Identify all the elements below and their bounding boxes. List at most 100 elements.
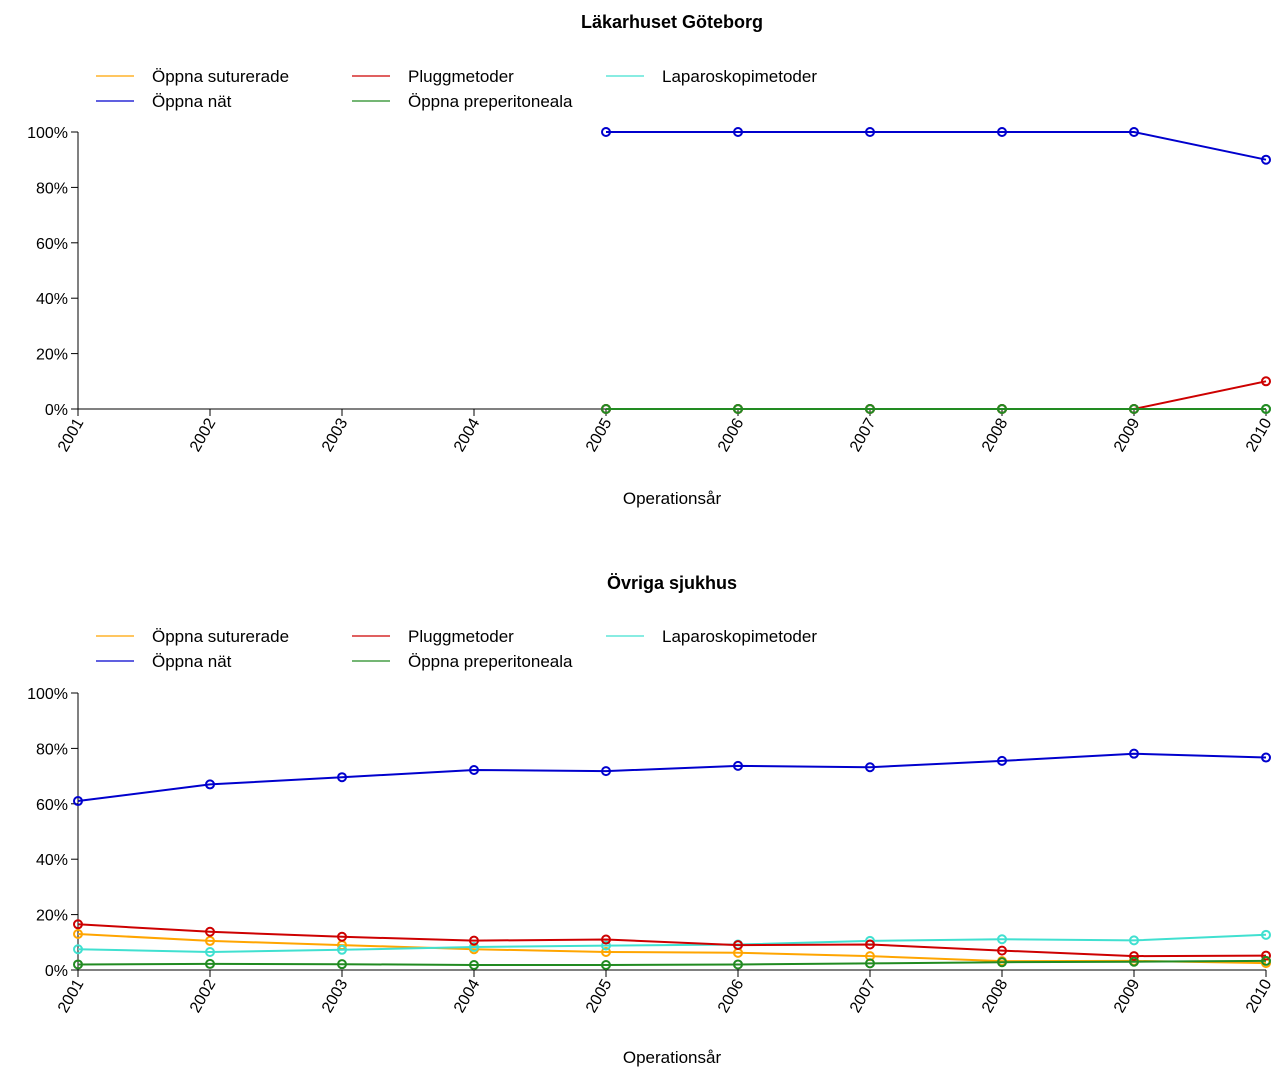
y-tick-label: 20%	[36, 908, 68, 925]
data-point	[865, 127, 875, 137]
data-point	[337, 959, 347, 970]
x-tick-label: 2009	[1111, 976, 1144, 1015]
chart-title: Läkarhuset Göteborg	[581, 12, 763, 32]
x-tick-label: 2006	[715, 976, 748, 1015]
data-point	[1261, 154, 1271, 165]
data-point	[601, 946, 611, 957]
data-point	[73, 919, 83, 930]
data-point	[469, 935, 479, 946]
data-point	[1129, 951, 1139, 962]
data-point	[1129, 956, 1139, 967]
x-tick-label: 2005	[583, 976, 616, 1015]
data-point	[1261, 404, 1271, 414]
x-tick-label: 2007	[847, 415, 880, 454]
data-point	[1129, 404, 1139, 414]
x-tick-label: 2006	[715, 415, 748, 454]
legend-label: Öppna preperitoneala	[408, 92, 573, 111]
legend-label: Laparoskopimetoder	[662, 67, 817, 86]
data-point	[733, 404, 743, 414]
x-tick-label: 2010	[1243, 415, 1275, 454]
legend-label: Pluggmetoder	[408, 67, 514, 86]
data-point	[1261, 929, 1271, 940]
data-point	[73, 928, 83, 939]
x-tick-label: 2008	[979, 976, 1012, 1015]
x-axis-label: Operationsår	[623, 489, 722, 508]
data-point	[205, 926, 215, 937]
data-point	[337, 931, 347, 942]
x-axis-label: Operationsår	[623, 1048, 722, 1067]
series-line	[77, 933, 1267, 965]
legend-label: Öppna preperitoneala	[408, 652, 573, 671]
y-tick-label: 40%	[36, 291, 68, 308]
data-point	[1129, 127, 1139, 137]
y-tick-label: 0%	[45, 402, 68, 419]
data-point	[733, 760, 743, 771]
data-point	[469, 942, 479, 953]
data-point	[73, 796, 83, 807]
x-tick-label: 2003	[319, 415, 352, 454]
data-point	[601, 404, 611, 414]
data-point	[601, 940, 611, 951]
data-point	[1261, 955, 1271, 966]
x-tick-label: 2002	[187, 976, 220, 1015]
y-tick-label: 40%	[36, 852, 68, 869]
x-tick-label: 2001	[55, 976, 88, 1015]
data-point	[205, 946, 215, 957]
chart-panel-2: Övriga sjukhus Öppna suturerade Öppna nät P…	[27, 573, 1275, 1067]
y-tick-label: 0%	[45, 963, 68, 980]
x-tick-label: 2009	[1111, 415, 1144, 454]
data-point	[601, 127, 611, 137]
data-point	[1261, 950, 1271, 961]
series-line	[606, 131, 1267, 161]
y-tick-label: 20%	[36, 347, 68, 364]
data-point	[865, 939, 875, 950]
series-line	[77, 923, 1267, 958]
legend-label: Öppna nät	[152, 92, 232, 111]
data-point	[733, 127, 743, 137]
data-point	[601, 934, 611, 945]
legend-label: Laparoskopimetoder	[662, 627, 817, 646]
series-line	[606, 380, 1267, 410]
y-tick-label: 100%	[27, 125, 68, 142]
y-tick-label: 100%	[27, 686, 68, 703]
x-tick-label: 2004	[451, 415, 484, 454]
data-point	[1261, 376, 1271, 387]
chart-panel-1: Läkarhuset Göteborg Öppna suturerade Öppna…	[27, 12, 1275, 508]
data-point	[997, 755, 1007, 766]
data-point	[865, 404, 875, 414]
data-point	[337, 772, 347, 783]
legend-label: Öppna nät	[152, 652, 232, 671]
data-point	[73, 944, 83, 955]
legend-label: Pluggmetoder	[408, 627, 514, 646]
data-point	[997, 934, 1007, 945]
data-point	[469, 960, 479, 971]
x-tick-label: 2010	[1243, 976, 1275, 1015]
data-point	[205, 958, 215, 969]
data-point	[337, 944, 347, 955]
data-point	[205, 935, 215, 946]
data-point	[1129, 935, 1139, 946]
series-line	[77, 933, 1267, 954]
series-line	[77, 959, 1267, 966]
y-tick-label: 60%	[36, 797, 68, 814]
data-point	[997, 945, 1007, 956]
data-point	[1261, 752, 1271, 763]
data-point	[601, 766, 611, 777]
data-point	[1129, 748, 1139, 759]
data-point	[997, 127, 1007, 137]
data-point	[997, 404, 1007, 414]
y-tick-label: 80%	[36, 180, 68, 197]
legend-label: Öppna suturerade	[152, 67, 289, 86]
x-tick-label: 2005	[583, 415, 616, 454]
legend-label: Öppna suturerade	[152, 627, 289, 646]
data-point	[733, 959, 743, 970]
x-tick-label: 2002	[187, 415, 220, 454]
chart-title: Övriga sjukhus	[607, 573, 737, 593]
data-point	[865, 958, 875, 969]
y-tick-label: 60%	[36, 236, 68, 253]
x-tick-label: 2007	[847, 976, 880, 1015]
x-tick-label: 2001	[55, 415, 88, 454]
data-point	[733, 940, 743, 951]
x-tick-label: 2003	[319, 976, 352, 1015]
